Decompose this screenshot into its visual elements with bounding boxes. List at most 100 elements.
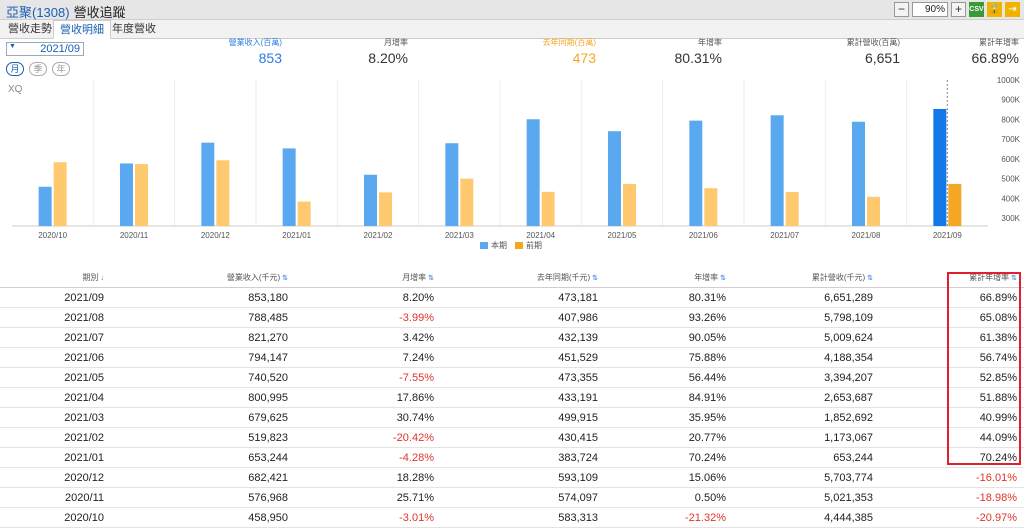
table-cell: 682,421 [248,471,288,484]
sort-icon[interactable]: ⇅ [865,275,873,282]
sort-icon[interactable]: ⇅ [426,275,434,282]
summary-revenue: 營業收入(百萬) 853 [200,37,282,66]
csv-export-icon[interactable]: CSV [969,2,984,17]
bar-previous [541,191,555,226]
table-cell: 740,520 [248,371,288,384]
table-cell: 679,625 [248,411,288,424]
column-header-label: 期別 [82,273,99,282]
summary-last-year: 去年同期(百萬) 473 [510,37,596,66]
period-month-button[interactable]: 月 [6,62,24,76]
stock-code-link[interactable]: 亞聚(1308) [6,5,70,20]
bar-previous [704,188,718,226]
sort-icon[interactable]: ⇅ [1009,275,1017,282]
table-row[interactable]: 2020/10 458,950 -3.01% 583,313 -21.32% 4,444,… [0,508,1024,528]
table-cell: 1,173,067 [824,431,873,444]
table-cell: 5,009,624 [824,331,873,344]
x-tick-label: 2020/11 [120,231,149,240]
table-row[interactable]: 2020/11 576,968 25.71% 574,097 0.50% 5,021,35… [0,488,1024,508]
summary-cumulative: 累計營收(百萬) 6,651 [800,37,900,66]
tab-revenue-trend[interactable]: 營收走勢 [8,23,52,35]
table-row[interactable]: 2021/06 794,147 7.24% 451,529 75.88% 4,188,35… [0,348,1024,368]
table-row[interactable]: 2021/01 653,244 -4.28% 383,724 70.24% 653,244… [0,448,1024,468]
title-bar: 亞聚(1308) 營收追蹤 − 90% + CSV 🔒 ⇥ [0,0,1024,20]
sort-icon[interactable]: ⇅ [280,275,288,282]
table-cell: 2,653,687 [824,391,873,404]
bar-previous [135,164,148,226]
table-cell: -21.32% [685,511,726,524]
table-cell: 2021/01 [64,451,104,464]
x-tick-label: 2021/07 [770,231,799,240]
lock-icon[interactable]: 🔒 [987,2,1002,17]
dropdown-arrow-icon[interactable]: ▼ [9,43,16,50]
x-tick-label: 2021/08 [852,231,881,240]
column-header-label: 營業收入(千元) [226,273,281,282]
table-cell: -16.01% [976,471,1017,484]
bar-current [852,121,865,226]
y-tick-label: 900K [1001,96,1020,105]
table-row[interactable]: 2021/08 788,485 -3.99% 407,986 93.26% 5,798,1… [0,308,1024,328]
table-cell: 458,950 [248,511,288,524]
legend-label-current: 本期 [491,240,507,250]
column-header[interactable]: 去年同期(千元) ⇅ [434,272,598,283]
column-header[interactable]: 期別 ↓ [0,272,104,283]
x-tick-label: 2021/01 [282,231,311,240]
exit-icon[interactable]: ⇥ [1005,2,1020,17]
table-cell: 3.42% [402,331,434,344]
zoom-out-button[interactable]: − [894,2,909,17]
table-cell: 653,244 [248,451,288,464]
column-header[interactable]: 累計年增率 ⇅ [873,272,1017,283]
table-row[interactable]: 2021/05 740,520 -7.55% 473,355 56.44% 3,394,2… [0,368,1024,388]
x-tick-label: 2021/05 [608,231,637,240]
table-row[interactable]: 2021/07 821,270 3.42% 432,139 90.05% 5,009,62… [0,328,1024,348]
table-cell: 2020/11 [65,491,104,504]
tab-annual-revenue[interactable]: 年度營收 [112,23,156,35]
table-cell: 5,021,353 [824,491,873,504]
table-row[interactable]: 2021/04 800,995 17.86% 433,191 84.91% 2,653,6… [0,388,1024,408]
zoom-level-field[interactable]: 90% [912,2,948,17]
table-row[interactable]: 2021/03 679,625 30.74% 499,915 35.95% 1,852,6… [0,408,1024,428]
table-cell: 788,485 [248,311,288,324]
toolbar: − 90% + CSV 🔒 ⇥ [894,2,1020,17]
period-quarter-button[interactable]: 季 [29,62,47,76]
bar-previous [297,201,311,226]
filter-controls: ▼ 2021/09 月 季 年 [6,42,84,76]
table-cell: -3.01% [399,511,434,524]
column-header[interactable]: 累計營收(千元) ⇅ [726,272,873,283]
legend-swatch-current [480,242,488,249]
table-cell: 574,097 [558,491,598,504]
table-cell: 407,986 [558,311,598,324]
bar-current [770,115,784,226]
table-cell: 90.05% [688,331,726,344]
bar-previous [785,192,799,226]
table-cell: 93.26% [688,311,726,324]
column-header-label: 年增率 [694,273,719,282]
bar-current [526,119,540,226]
y-tick-label: 600K [1001,155,1020,164]
sort-icon[interactable]: ⇅ [718,275,726,282]
summary-value: 8.20% [368,50,408,66]
column-header[interactable]: 年增率 ⇅ [598,272,726,283]
table-cell: 18.28% [396,471,434,484]
table-cell: 1,852,692 [824,411,873,424]
y-tick-label: 400K [1001,194,1020,203]
window-title-text: 營收追蹤 [73,5,126,20]
column-header[interactable]: 月增率 ⇅ [288,272,434,283]
bar-previous [53,162,67,226]
x-tick-label: 2021/06 [689,231,718,240]
table-row[interactable]: 2021/09 853,180 8.20% 473,181 80.31% 6,651,28… [0,288,1024,308]
tab-revenue-detail[interactable]: 營收明細 [53,20,111,39]
table-cell: 383,724 [558,451,598,464]
table-cell: 2020/10 [64,511,104,524]
sort-icon[interactable]: ⇅ [590,275,598,282]
table-body: 2021/09 853,180 8.20% 473,181 80.31% 6,651,28… [0,288,1024,528]
date-selector[interactable]: ▼ 2021/09 [6,42,84,56]
sort-icon[interactable]: ↓ [98,275,104,282]
table-row[interactable]: 2021/02 519,823 -20.42% 430,415 20.77% 1,173,… [0,428,1024,448]
column-header[interactable]: 營業收入(千元) ⇅ [104,272,288,283]
zoom-in-button[interactable]: + [951,2,966,17]
table-cell: 25.71% [396,491,434,504]
summary-label: 累計年增率 [979,38,1019,47]
table-row[interactable]: 2020/12 682,421 18.28% 593,109 15.06% 5,703,7… [0,468,1024,488]
period-year-button[interactable]: 年 [52,62,70,76]
summary-label: 月增率 [384,38,408,47]
